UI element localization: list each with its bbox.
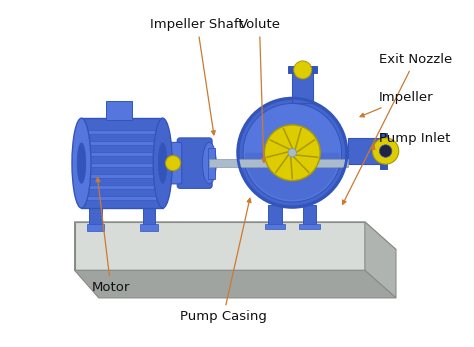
Text: Volute: Volute bbox=[238, 18, 281, 162]
Text: Pump Inlet: Pump Inlet bbox=[371, 133, 450, 150]
Text: Motor: Motor bbox=[91, 178, 130, 294]
Text: Exit Nozzle: Exit Nozzle bbox=[343, 53, 452, 204]
Circle shape bbox=[165, 155, 181, 171]
FancyBboxPatch shape bbox=[82, 118, 163, 208]
Polygon shape bbox=[74, 222, 365, 270]
Circle shape bbox=[243, 103, 342, 202]
FancyBboxPatch shape bbox=[177, 138, 212, 188]
Bar bbox=[83, 130, 161, 134]
Polygon shape bbox=[74, 270, 396, 298]
Bar bbox=[89, 206, 101, 229]
FancyBboxPatch shape bbox=[288, 67, 317, 73]
Bar bbox=[83, 152, 161, 156]
Circle shape bbox=[288, 149, 296, 157]
Bar bbox=[87, 224, 104, 230]
Bar bbox=[140, 224, 157, 230]
FancyBboxPatch shape bbox=[208, 147, 215, 179]
FancyBboxPatch shape bbox=[163, 142, 182, 184]
Bar bbox=[83, 163, 161, 167]
Text: Impeller Shaft: Impeller Shaft bbox=[150, 18, 244, 135]
FancyBboxPatch shape bbox=[381, 133, 387, 169]
Polygon shape bbox=[74, 222, 396, 249]
FancyBboxPatch shape bbox=[292, 70, 313, 103]
Wedge shape bbox=[245, 153, 339, 200]
Ellipse shape bbox=[202, 142, 216, 184]
Wedge shape bbox=[271, 153, 307, 176]
Bar bbox=[83, 174, 161, 178]
Bar bbox=[299, 223, 320, 229]
FancyBboxPatch shape bbox=[106, 101, 132, 120]
Text: Impeller: Impeller bbox=[360, 91, 433, 117]
Circle shape bbox=[294, 61, 312, 79]
Bar bbox=[303, 205, 317, 227]
Bar bbox=[210, 159, 347, 167]
Bar bbox=[83, 196, 161, 201]
Circle shape bbox=[379, 145, 392, 157]
Bar bbox=[143, 206, 155, 229]
Circle shape bbox=[373, 138, 399, 164]
Bar bbox=[264, 223, 285, 229]
Text: Pump Casing: Pump Casing bbox=[180, 198, 266, 323]
Bar bbox=[83, 141, 161, 145]
Ellipse shape bbox=[72, 118, 91, 208]
Ellipse shape bbox=[77, 143, 86, 183]
Ellipse shape bbox=[153, 118, 172, 208]
Wedge shape bbox=[277, 137, 292, 154]
Bar bbox=[268, 205, 282, 227]
Polygon shape bbox=[365, 222, 396, 298]
FancyBboxPatch shape bbox=[347, 138, 382, 164]
Ellipse shape bbox=[158, 143, 167, 183]
Bar bbox=[83, 185, 161, 189]
Polygon shape bbox=[74, 222, 99, 284]
Circle shape bbox=[239, 99, 346, 206]
Circle shape bbox=[264, 125, 320, 181]
